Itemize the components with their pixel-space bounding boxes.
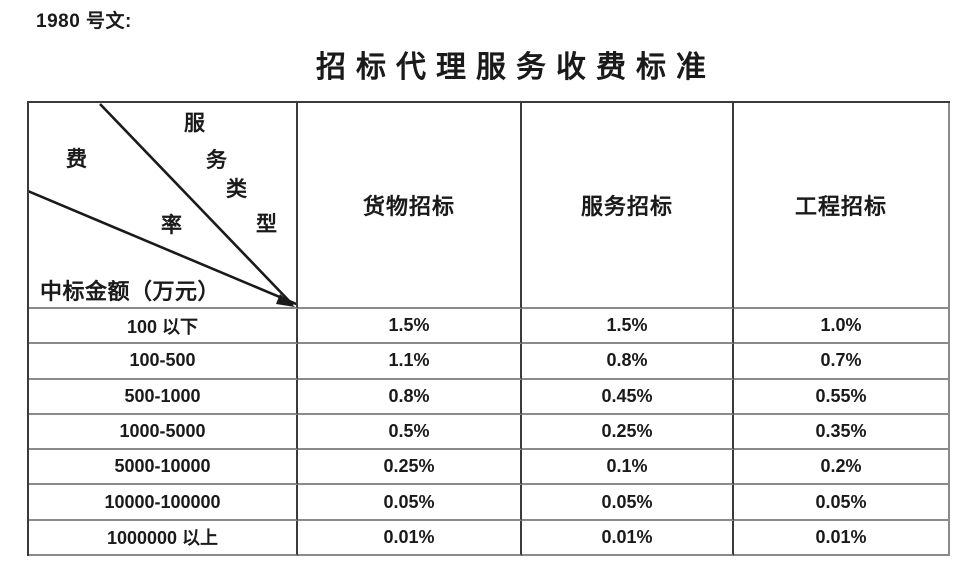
row-label: 100-500 [29, 344, 298, 380]
row-label: 5000-10000 [29, 450, 298, 486]
fee-standard-table: 服 务 类 型 费 率 中标金额（万元） 货物招标 服务招标 工程招标 100 … [27, 101, 950, 556]
corner-type-char-4: 型 [256, 212, 277, 236]
column-header-goods: 货物招标 [298, 103, 522, 309]
row-label: 100 以下 [29, 309, 298, 345]
rate-cell: 0.2% [734, 450, 950, 486]
rate-cell: 0.8% [522, 344, 734, 380]
diagonal-split-lines [29, 103, 296, 307]
rate-cell: 0.05% [522, 485, 734, 521]
corner-type-char-2: 务 [206, 148, 227, 172]
column-header-service: 服务招标 [522, 103, 734, 309]
diagonal-header-cell: 服 务 类 型 费 率 中标金额（万元） [29, 103, 298, 309]
corner-amount-label: 中标金额（万元） [40, 279, 221, 304]
rate-cell: 0.25% [522, 414, 734, 451]
corner-rate-char-2: 率 [161, 213, 182, 237]
rate-cell: 1.5% [298, 309, 522, 345]
rate-cell: 0.8% [298, 379, 522, 415]
rate-cell: 0.35% [734, 414, 950, 451]
rate-cell: 0.1% [522, 450, 734, 486]
row-label: 1000000 以上 [29, 520, 298, 556]
row-label: 500-1000 [29, 379, 298, 415]
row-label: 1000-5000 [29, 414, 298, 451]
rate-cell: 0.7% [734, 344, 950, 380]
rate-cell: 0.05% [298, 485, 522, 521]
doc-reference-label: 1980 号文: [36, 11, 132, 32]
rate-cell: 0.5% [298, 414, 522, 451]
rate-cell: 0.55% [734, 379, 950, 415]
corner-rate-char-1: 费 [66, 147, 87, 171]
row-label: 10000-100000 [29, 485, 298, 521]
rate-cell: 0.01% [522, 520, 734, 556]
rate-cell: 0.05% [734, 485, 950, 521]
rate-cell: 1.5% [522, 309, 734, 345]
column-header-engineering: 工程招标 [734, 103, 950, 309]
page-title: 招标代理服务收费标准 [316, 51, 716, 84]
corner-type-char-1: 服 [184, 111, 205, 135]
rate-cell: 0.25% [298, 450, 522, 486]
corner-type-char-3: 类 [226, 177, 247, 201]
rate-cell: 1.1% [298, 344, 522, 380]
rate-cell: 0.45% [522, 379, 734, 415]
rate-cell: 0.01% [298, 520, 522, 556]
rate-cell: 1.0% [734, 309, 950, 345]
rate-cell: 0.01% [734, 520, 950, 556]
